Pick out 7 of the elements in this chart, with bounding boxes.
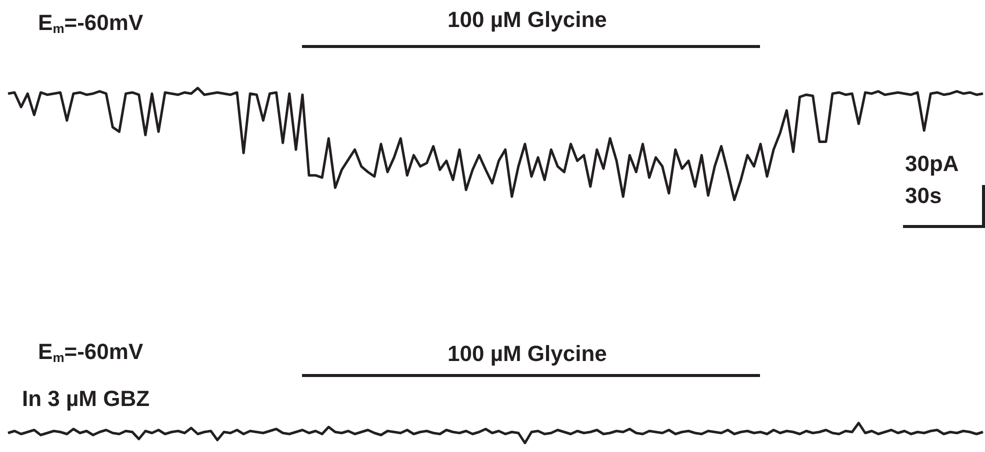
text: E$_{m}$=-60mV bbox=[38, 339, 144, 365]
text: 100 µM Glycine bbox=[448, 341, 607, 366]
text: In 3 µM GBZ bbox=[22, 386, 150, 411]
annotation: 30s bbox=[905, 183, 942, 208]
text: E$_{m}$=-60mV bbox=[38, 10, 144, 36]
text: 100 µM Glycine bbox=[448, 7, 607, 32]
annotation: 30pA bbox=[905, 151, 959, 176]
